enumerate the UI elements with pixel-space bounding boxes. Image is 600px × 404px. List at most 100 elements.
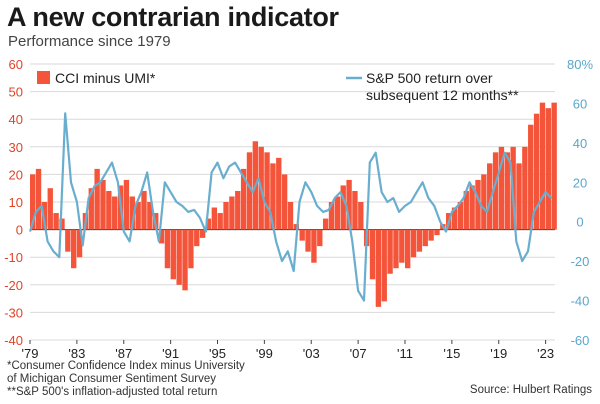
legend-bars-swatch xyxy=(37,71,50,84)
bar xyxy=(498,146,505,230)
bar xyxy=(381,229,387,302)
bar xyxy=(100,179,106,230)
bar xyxy=(328,202,335,230)
bar xyxy=(35,168,42,230)
right-tick-label: -40 xyxy=(571,294,590,309)
bar xyxy=(287,202,294,230)
bar xyxy=(199,229,206,238)
bar xyxy=(516,163,522,230)
right-tick-label: 20 xyxy=(573,175,587,190)
bar xyxy=(492,152,499,230)
chart-title: A new contrarian indicator xyxy=(7,2,339,32)
bar xyxy=(551,102,557,230)
left-tick-label: 60 xyxy=(9,57,23,72)
bar xyxy=(141,190,147,230)
left-tick-label: 0 xyxy=(16,223,23,238)
x-tick-label: '95 xyxy=(209,346,226,361)
sp500-line xyxy=(28,112,553,302)
bar xyxy=(504,152,510,230)
left-tick-label: 10 xyxy=(9,195,23,210)
bar xyxy=(469,185,475,230)
bar-series xyxy=(30,102,557,307)
bar xyxy=(334,196,341,230)
bar xyxy=(387,229,393,274)
bar xyxy=(223,202,229,230)
right-tick-label: -60 xyxy=(571,333,590,348)
bar xyxy=(463,190,469,230)
bar xyxy=(94,168,100,230)
x-tick-label: '79 xyxy=(22,346,39,361)
bar xyxy=(545,108,551,230)
bar xyxy=(217,213,223,230)
x-tick-label: '87 xyxy=(115,346,132,361)
bar xyxy=(88,188,94,230)
footnote-cci-2: of Michigan Consumer Sentiment Survey xyxy=(7,373,217,385)
left-tick-label: 40 xyxy=(9,112,23,127)
bar xyxy=(71,229,77,269)
bar xyxy=(393,229,399,269)
bar xyxy=(528,124,534,230)
bar xyxy=(369,229,376,280)
bar xyxy=(416,229,423,252)
bar xyxy=(246,152,253,230)
bar xyxy=(276,157,282,230)
footnote-cci: *Consumer Confidence Index minus Univers… xyxy=(7,360,245,372)
bar xyxy=(170,229,176,280)
bar xyxy=(240,168,247,230)
legend-line-label-1: S&P 500 return over xyxy=(366,70,493,86)
left-tick-label: -20 xyxy=(4,278,23,293)
bar xyxy=(410,229,417,258)
bar xyxy=(123,179,130,230)
bar xyxy=(135,202,141,230)
bar xyxy=(358,202,364,230)
right-tick-label: 0 xyxy=(576,215,583,230)
x-axis-ticks: '79 '83 '87 '91 '95 '99 '03 '07 '11 '15 '19 '23 xyxy=(22,340,554,361)
bar xyxy=(346,179,352,230)
bar xyxy=(229,196,235,230)
bar xyxy=(188,229,194,269)
footnote-sp500: **S&P 500's inflation-adjusted total ret… xyxy=(7,386,218,398)
right-tick-label: 80% xyxy=(567,57,593,72)
bar xyxy=(59,218,65,230)
left-tick-label: -30 xyxy=(4,305,23,320)
bar xyxy=(533,113,540,230)
x-tick-label: '07 xyxy=(350,346,367,361)
bar xyxy=(322,218,329,230)
left-tick-label: 30 xyxy=(9,140,23,155)
bar xyxy=(129,196,135,230)
bar xyxy=(53,213,59,230)
bar xyxy=(164,229,171,269)
bar xyxy=(487,163,493,230)
right-tick-label: 60 xyxy=(573,96,587,111)
right-tick-label: 40 xyxy=(573,136,587,151)
bar xyxy=(475,179,481,230)
bar xyxy=(352,190,358,230)
x-tick-label: '99 xyxy=(256,346,273,361)
bar xyxy=(539,102,546,230)
bar xyxy=(158,229,165,244)
bar xyxy=(30,174,36,230)
x-tick-label: '03 xyxy=(303,346,320,361)
x-tick-label: '91 xyxy=(162,346,179,361)
bar xyxy=(106,190,112,230)
bar xyxy=(434,229,440,236)
bar xyxy=(422,229,428,247)
left-tick-label: -40 xyxy=(4,333,23,348)
bar xyxy=(522,146,528,230)
bar xyxy=(451,207,458,230)
bar xyxy=(311,229,317,263)
bar xyxy=(235,190,241,230)
bar xyxy=(375,229,382,307)
bar xyxy=(457,202,464,230)
source-note: Source: Hulbert Ratings xyxy=(469,384,592,396)
bar xyxy=(76,229,83,258)
bar xyxy=(299,229,305,241)
left-tick-label: -10 xyxy=(4,250,23,265)
bar xyxy=(405,229,411,269)
bar xyxy=(305,229,311,252)
bar xyxy=(211,207,217,230)
bar xyxy=(264,152,270,230)
bar xyxy=(47,188,53,230)
x-tick-label: '19 xyxy=(490,346,507,361)
